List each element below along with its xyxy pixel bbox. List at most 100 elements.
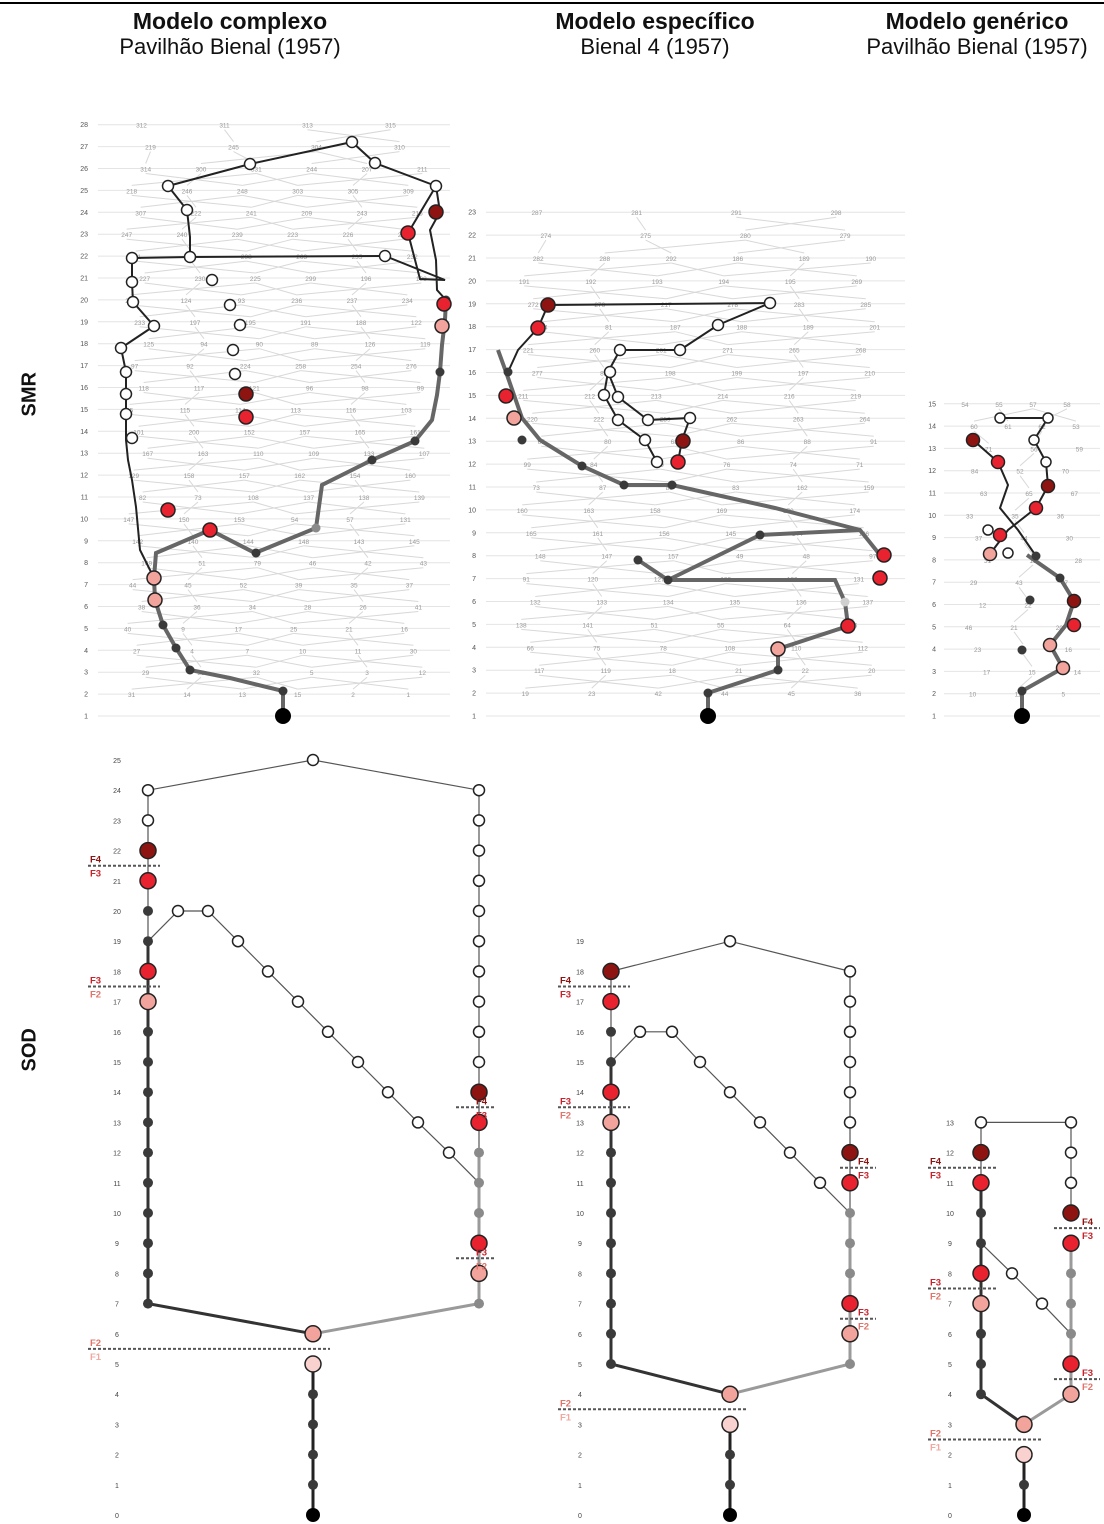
smr1-node [251,548,261,558]
node-number: 162 [294,473,305,480]
smr3-node [1055,660,1071,676]
level-tick: 22 [80,254,88,261]
node-number: 75 [593,645,601,652]
sod2-right-open [843,965,857,978]
lattice-edge [238,611,308,624]
sod1-node [304,1355,322,1373]
lattice-edge [243,567,313,581]
node-number: 218 [126,188,137,195]
smr2-node [619,480,629,490]
node-number: 12 [419,670,427,677]
level-tick: 7 [115,1302,119,1309]
node-number: 310 [394,145,405,152]
node-number: 311 [219,123,230,130]
smr3-node [1066,593,1082,609]
node-number: 147 [601,554,612,561]
sod3-node [976,1238,986,1249]
node-number: 52 [1016,469,1024,476]
smr3-open-node [1028,434,1040,446]
node-number: 225 [250,276,261,283]
lattice-edge [537,354,662,368]
node-number: 312 [136,123,147,130]
sod2-left-node [606,1268,616,1279]
sod2-left-node [606,1177,616,1188]
smr3-node [1055,573,1065,583]
level-tick: 9 [472,530,476,537]
lattice-edge [247,632,294,646]
node-number: 189 [803,325,814,332]
lattice-edge [675,308,733,323]
level-tick: 12 [576,1151,584,1158]
sod3-node [974,1116,988,1129]
top-rule [0,2,1104,4]
sod1-diag-node [171,904,185,918]
node-number: 60 [970,424,978,431]
node-number: 214 [717,393,728,400]
sod2-left-node [606,1147,616,1158]
lattice-edge [241,282,311,296]
smr1-open-node [114,341,128,355]
sod2-left-node [606,1298,616,1309]
node-number: 299 [305,276,316,283]
sod3-node [1064,1146,1078,1159]
node-number: 27 [133,648,141,655]
smr1-node [367,455,377,465]
node-number: 188 [356,320,367,327]
node-number: 70 [1062,469,1070,476]
lattice-edge [301,238,404,252]
node-number: 21 [345,626,353,633]
sod2-diag-node [723,1085,737,1099]
node-number: 17 [235,626,243,633]
level-tick: 21 [113,879,121,886]
level-tick: 7 [932,580,936,587]
lattice-edge [252,589,299,602]
node-number: 247 [121,232,132,239]
lattice-edge [144,260,247,274]
level-tick: 18 [576,969,584,976]
lattice-edge [257,545,304,559]
sod3-diag-node [1035,1297,1049,1310]
level-tick: 15 [928,401,936,408]
node-number: 160 [405,473,416,480]
node-number: 122 [411,320,422,327]
lattice-edge [240,392,310,405]
node-number: 260 [589,348,600,355]
smr-panel-1: 1234567891011121314151617181920212223242… [80,122,450,721]
column-header-complex: Modelo complexo Pavilhão Bienal (1957) [80,8,380,60]
node-number: 133 [596,600,607,607]
node-number: 56 [1030,446,1038,453]
lattice-edge [242,676,312,690]
sod1-trunk-node [308,1419,318,1430]
node-number: 190 [865,256,876,263]
node-number: 21 [735,668,743,675]
sod1-node [470,1234,488,1252]
node-number: 265 [789,348,800,355]
sod3-left-node [976,1359,986,1369]
smr1-node [238,409,254,425]
node-number: 91 [523,577,531,584]
node-number: 38 [138,605,146,612]
level-tick: 8 [115,1271,119,1278]
lattice-edge [308,479,411,493]
node-number: 112 [858,645,869,652]
sod2-left-node [606,1208,616,1218]
level-tick: 4 [115,1392,119,1399]
node-number: 64 [784,622,792,629]
sod1-outer [147,759,480,1153]
smr3-node [1042,637,1058,653]
node-number: 29 [142,670,150,677]
node-number: 55 [717,622,725,629]
smr2-node [840,597,850,607]
node-number: 160 [517,508,528,515]
lattice-edge [136,632,239,646]
sod1-right-open [472,814,486,827]
frontier-label: F2 [476,1261,487,1272]
sod2-diag-node [665,1025,679,1039]
sod3-left-node [976,1328,986,1339]
lattice-edge [532,399,657,414]
node-number: 54 [961,402,969,409]
smr2-node [773,665,783,675]
node-number: 34 [249,605,257,612]
node-number: 137 [862,600,873,607]
